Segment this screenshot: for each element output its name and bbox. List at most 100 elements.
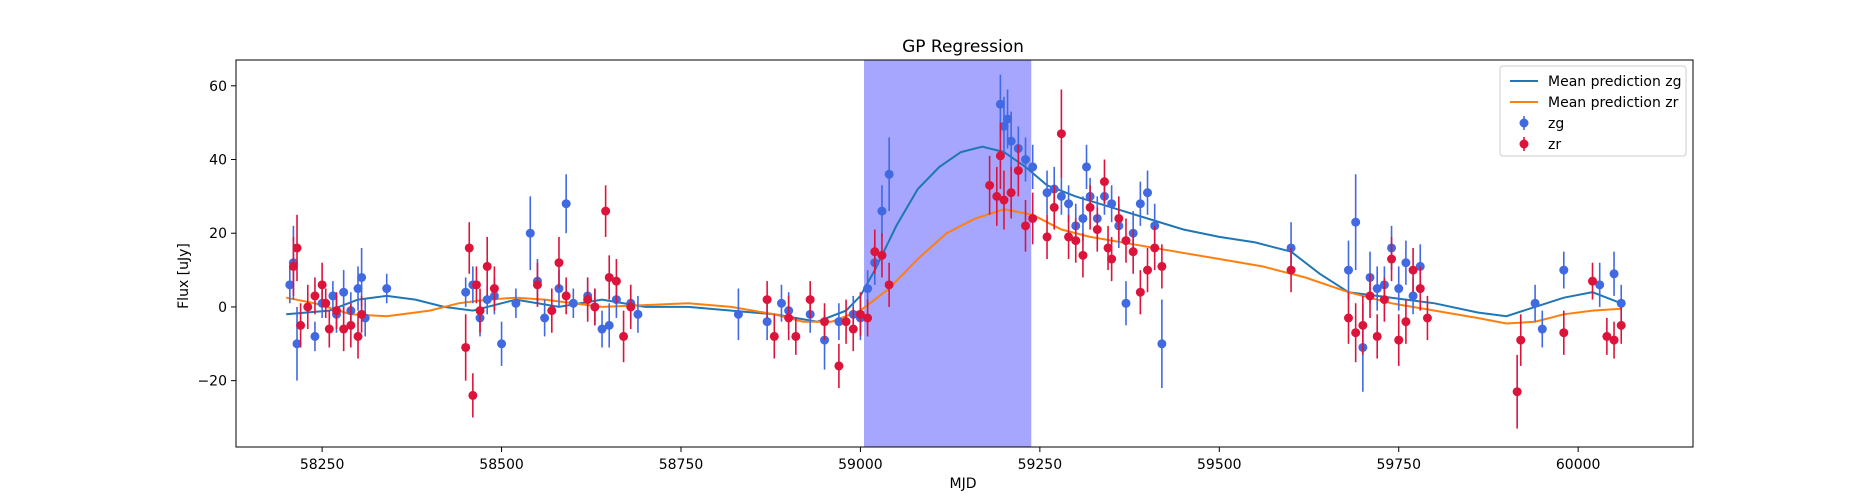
data-point bbox=[1085, 202, 1095, 212]
data-point bbox=[1128, 247, 1138, 257]
data-point bbox=[1143, 188, 1153, 198]
data-point bbox=[1286, 265, 1296, 275]
data-point bbox=[1049, 202, 1059, 212]
y-tick-label: −20 bbox=[197, 374, 227, 390]
data-point bbox=[1056, 191, 1066, 201]
data-point bbox=[331, 306, 341, 316]
data-point bbox=[999, 121, 1009, 131]
data-point bbox=[1372, 284, 1382, 294]
data-point bbox=[784, 313, 794, 323]
data-point bbox=[863, 284, 873, 294]
legend-label: Mean prediction zr bbox=[1548, 95, 1679, 111]
data-point bbox=[583, 295, 593, 305]
data-point bbox=[619, 331, 629, 341]
data-point bbox=[1408, 265, 1418, 275]
data-point bbox=[532, 280, 542, 290]
y-axis-label: Flux [uJy] bbox=[176, 243, 192, 309]
data-point bbox=[626, 302, 636, 312]
x-axis-ticks: 58250 58500 58750 59000 59250 59500 59750 60000 bbox=[300, 447, 1601, 473]
data-point bbox=[561, 291, 571, 301]
data-point bbox=[762, 317, 772, 327]
data-point bbox=[461, 342, 471, 352]
data-point bbox=[995, 99, 1005, 109]
x-tick-label: 58250 bbox=[300, 457, 345, 473]
data-point bbox=[511, 298, 521, 308]
data-point bbox=[382, 284, 392, 294]
data-point bbox=[1530, 298, 1540, 308]
data-point bbox=[870, 247, 880, 257]
legend-item: zg bbox=[1519, 116, 1564, 132]
data-point bbox=[1143, 265, 1153, 275]
data-point bbox=[597, 324, 607, 334]
data-point bbox=[475, 306, 485, 316]
data-point bbox=[1003, 114, 1013, 124]
data-point bbox=[1099, 177, 1109, 187]
data-point bbox=[1609, 335, 1619, 345]
x-tick-label: 59750 bbox=[1376, 457, 1421, 473]
data-point bbox=[1064, 199, 1074, 209]
data-point bbox=[992, 191, 1002, 201]
data-point bbox=[769, 331, 779, 341]
data-point bbox=[1078, 250, 1088, 260]
data-point bbox=[884, 280, 894, 290]
x-tick-label: 58750 bbox=[659, 457, 704, 473]
data-point bbox=[1379, 295, 1389, 305]
data-point bbox=[310, 291, 320, 301]
data-point bbox=[1351, 217, 1361, 227]
data-point bbox=[471, 280, 481, 290]
data-point bbox=[1602, 331, 1612, 341]
data-point bbox=[1006, 136, 1016, 146]
data-point bbox=[1021, 155, 1031, 165]
data-point bbox=[805, 295, 815, 305]
legend-item: zr bbox=[1519, 137, 1561, 153]
data-point bbox=[292, 339, 302, 349]
data-point bbox=[1343, 265, 1353, 275]
data-point bbox=[1114, 213, 1124, 223]
data-point bbox=[310, 331, 320, 341]
x-axis-label: MJD bbox=[950, 476, 977, 492]
data-point bbox=[1408, 291, 1418, 301]
data-point bbox=[841, 317, 851, 327]
data-point bbox=[1422, 313, 1432, 323]
data-point bbox=[604, 320, 614, 330]
data-point bbox=[1042, 232, 1052, 242]
data-point bbox=[1071, 236, 1081, 246]
series-line-1 bbox=[286, 145, 1622, 323]
data-point bbox=[353, 284, 363, 294]
x-tick-label: 59500 bbox=[1197, 457, 1242, 473]
y-tick-label: 20 bbox=[209, 226, 227, 242]
x-tick-label: 60000 bbox=[1556, 457, 1601, 473]
data-point bbox=[999, 195, 1009, 205]
data-point bbox=[733, 309, 743, 319]
data-point bbox=[1372, 331, 1382, 341]
data-point bbox=[1121, 236, 1131, 246]
data-point bbox=[855, 309, 865, 319]
data-point bbox=[1516, 335, 1526, 345]
data-point bbox=[292, 243, 302, 253]
data-point bbox=[1082, 162, 1092, 172]
data-point bbox=[346, 320, 356, 330]
data-point bbox=[601, 206, 611, 216]
x-tick-label: 59000 bbox=[838, 457, 883, 473]
data-point bbox=[1387, 254, 1397, 264]
legend-label: zr bbox=[1548, 137, 1561, 153]
data-point bbox=[1415, 284, 1425, 294]
data-point bbox=[547, 306, 557, 316]
legend-label: Mean prediction zg bbox=[1548, 74, 1682, 90]
data-point bbox=[568, 298, 578, 308]
data-point bbox=[1595, 280, 1605, 290]
data-point bbox=[776, 298, 786, 308]
data-point bbox=[1103, 243, 1113, 253]
data-point bbox=[285, 280, 295, 290]
series-zr bbox=[288, 89, 1626, 429]
data-point bbox=[834, 361, 844, 371]
data-point bbox=[1157, 339, 1167, 349]
data-point bbox=[1092, 225, 1102, 235]
plot-area bbox=[285, 60, 1626, 447]
data-point bbox=[339, 287, 349, 297]
data-point bbox=[464, 243, 474, 253]
data-point bbox=[1157, 261, 1167, 271]
data-point bbox=[1401, 258, 1411, 268]
data-point bbox=[525, 228, 535, 238]
